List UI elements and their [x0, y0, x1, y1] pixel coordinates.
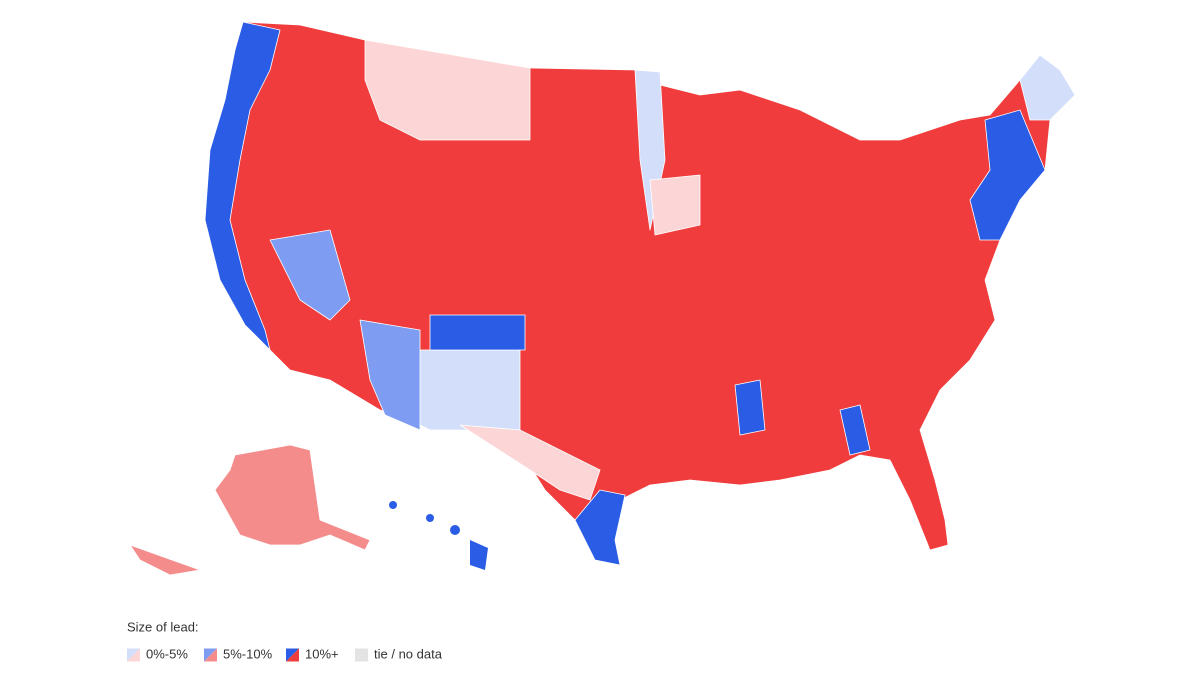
montana	[364, 39, 531, 141]
mississippi-blue	[734, 379, 766, 436]
alaska	[214, 444, 371, 551]
northeast	[969, 109, 1046, 241]
map	[204, 21, 1076, 566]
hawaii-island	[450, 525, 460, 535]
legend-label: 5%-10%	[223, 646, 273, 661]
maine	[1019, 54, 1076, 121]
new-mexico	[409, 349, 521, 431]
legend-swatch-b	[127, 648, 140, 662]
legend-title: Size of lead:	[127, 619, 199, 634]
nevada	[269, 229, 351, 321]
hawaii-island	[389, 501, 397, 509]
legend-label: tie / no data	[374, 646, 443, 661]
hawaii	[389, 501, 488, 570]
legend-label: 0%-5%	[146, 646, 188, 661]
legend-swatch-b	[355, 648, 368, 662]
texas-coast	[574, 489, 626, 566]
west-coast	[204, 21, 281, 351]
legend-swatch-b	[286, 648, 299, 662]
legend: 0%-5% 5%-10% 10%+ tie / no data	[127, 646, 443, 662]
georgia-blue	[839, 404, 871, 456]
arizona	[359, 319, 421, 431]
alaska-islands	[129, 544, 201, 576]
hawaii-island	[426, 514, 434, 522]
iowa	[649, 174, 701, 236]
colorado-north	[429, 314, 526, 351]
texas-south	[459, 424, 601, 501]
legend-swatch-b	[204, 648, 217, 662]
hawaii-island	[470, 540, 488, 570]
legend-label: 10%+	[305, 646, 339, 661]
